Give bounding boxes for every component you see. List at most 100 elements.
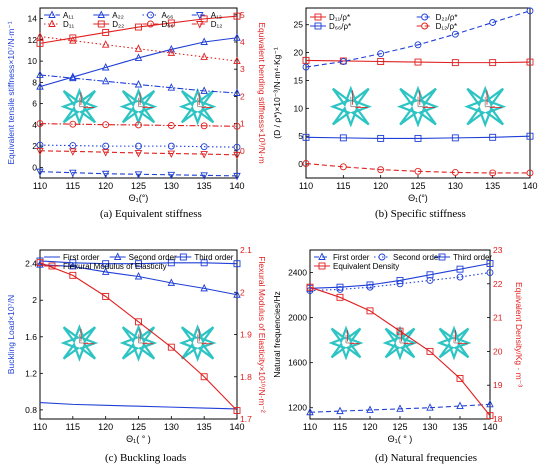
chart-panel-2: 110 115 120 125 130 135 140 Θ₁( ° ) 0.8 1.2 1.6 2 2.… [6,245,267,444]
legend-label: D₁₁/ρ* [329,13,350,22]
legend-item-3: Flexural Modulus of Elasticity [44,262,167,271]
data-point-5 [200,283,208,292]
data-point-4 [167,259,175,267]
data-point-2 [377,58,385,65]
legend-item-3: D₁₂/ρ* [416,22,457,31]
data-point-legend [97,20,105,28]
data-point-3 [396,404,404,412]
y-tick-label-left: 2 [32,141,37,151]
data-point-legend [314,13,322,21]
caption-a: (a) Equivalent stiffness [100,208,202,220]
data-point-4 [426,403,434,411]
x-tick-label: 130 [164,422,179,432]
series-line-0 [309,403,491,413]
data-point-0 [36,82,44,90]
legend-item-1: Second order [109,252,177,262]
y-tick-label-right: 2 [240,287,245,297]
data-point-3 [414,58,422,66]
legend-item-2: Third order [434,253,492,262]
data-point-legend [196,12,204,20]
data-point-4 [451,168,459,176]
data-point-0 [306,407,314,416]
data-point-0 [302,160,310,167]
unit-cell-icon-0 [60,324,99,362]
series-3 [306,283,494,420]
chart-panel-0: 110 115 120 125 130 135 140Θ₁(°)02468101214Equ… [6,7,267,203]
legend-label: A₆₆ [162,11,174,20]
series-line-6 [39,123,238,127]
data-point-6 [233,172,241,181]
data-point-1 [339,58,347,65]
data-point-1 [69,169,77,178]
data-point-4 [451,134,459,142]
data-point-4 [167,122,175,129]
legend-item-2: A₆₆ [142,11,174,20]
x-tick-label: 140 [229,181,244,191]
data-point-6 [233,12,241,20]
y-tick-label-right: 1.8 [240,372,252,382]
data-point-1 [339,163,347,171]
series-line-0 [305,59,531,64]
legend-label: Second order [129,253,177,262]
x-tick-label: 120 [98,181,113,191]
series-1 [36,33,241,90]
y-tick-label-left: 1200 [288,403,307,413]
data-point-2 [377,166,385,174]
y-tick-label-right: 18 [493,414,503,424]
unit-cell-icon-0 [60,87,99,126]
data-point-5 [200,143,208,151]
data-point-4 [167,83,176,91]
series-line-2 [39,144,238,148]
y-tick-label-right: 19 [493,380,503,390]
data-point-0 [36,259,44,267]
data-point-4 [167,278,176,286]
x-tick-label: 125 [392,422,407,432]
legend-item-2: Third order [175,253,234,262]
data-point-4 [451,30,459,38]
data-point-1 [336,293,344,301]
data-point-0 [36,147,44,156]
y-tick-label-right: 23 [493,245,503,255]
y-tick-label-right: 1.9 [240,330,252,340]
data-point-4 [167,19,175,27]
legend-item-5: D₂₂ [93,20,124,29]
data-point-legend [378,253,386,261]
data-point-5 [456,273,464,281]
x-axis-label: Θ₁( ° ) [126,434,151,444]
legend-item-3: A₁₂ [191,11,222,20]
legend-label: First order [333,253,370,262]
y-tick-label-left: 25 [294,20,304,30]
legend-item-1: Second order [374,253,441,262]
data-point-3 [135,318,142,326]
legend-item-1: A₂₂ [93,10,124,20]
caption-b: (b) Specific stiffness [375,208,466,220]
data-point-4 [451,59,459,67]
x-tick-label: 125 [410,181,425,191]
series-line-3 [305,162,530,174]
legend-item-7: D₁₂ [191,20,222,29]
legend-label: A₁₂ [211,11,222,20]
data-point-5 [200,15,208,23]
unit-cell-icon-1 [382,325,418,361]
data-point-5 [200,37,208,45]
series-line-1 [39,37,238,88]
data-point-1 [69,36,77,44]
data-point-0 [302,63,310,71]
data-point-5 [200,122,208,130]
x-tick-label: 125 [131,181,146,191]
data-point-legend [421,22,429,30]
x-tick-label: 130 [164,181,179,191]
y-tick-label-left: 2 [32,295,37,305]
x-tick-label: 115 [336,181,350,191]
y-tick-label-left: 0 [298,159,303,169]
x-axis-label: Θ₁( ° ) [388,434,413,444]
y-tick-label-right: 4 [240,37,245,47]
legend-item-0: A₁₁ [44,10,74,20]
legend-label: A₁₁ [63,11,74,20]
data-point-5 [200,52,208,60]
x-tick-label: 140 [482,422,497,432]
data-point-0 [36,70,44,78]
legend-item-0: First order [44,253,100,262]
series-line-2 [305,135,531,139]
